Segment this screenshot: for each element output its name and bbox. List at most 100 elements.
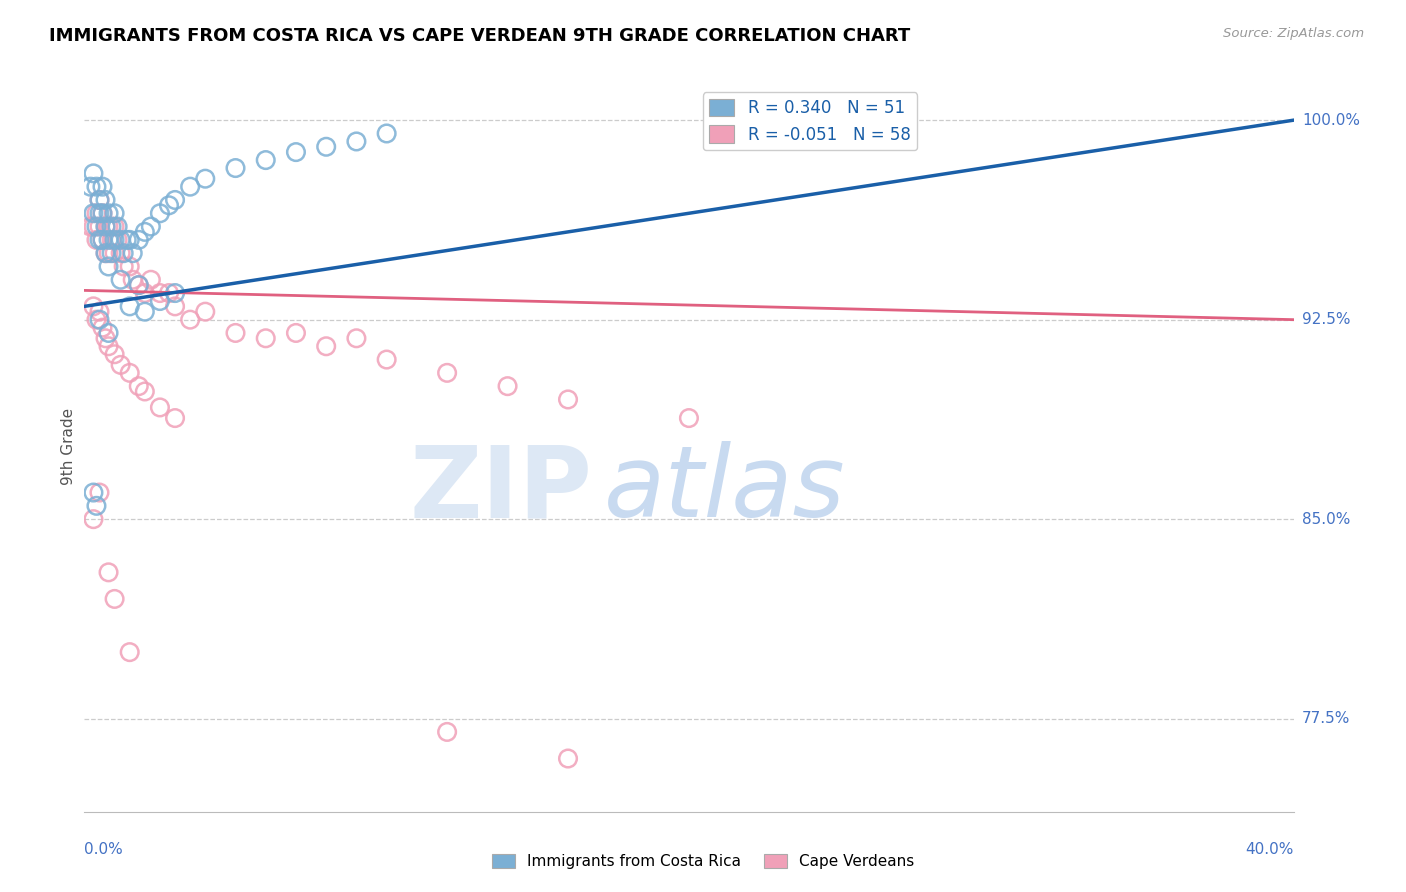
Point — [149, 401, 172, 415]
Legend: Immigrants from Costa Rica, Cape Verdeans: Immigrants from Costa Rica, Cape Verdean… — [485, 848, 921, 875]
Point — [97, 339, 120, 353]
Text: atlas: atlas — [605, 442, 846, 539]
Point — [86, 499, 108, 513]
Point — [134, 286, 156, 301]
Point — [94, 331, 117, 345]
Point — [86, 233, 108, 247]
Point — [86, 206, 108, 220]
Text: 40.0%: 40.0% — [1246, 842, 1294, 857]
Point — [128, 233, 150, 247]
Point — [375, 352, 398, 367]
Point — [557, 751, 579, 765]
Point — [104, 233, 127, 247]
Point — [139, 273, 162, 287]
Point — [346, 331, 368, 345]
Point — [225, 326, 247, 340]
Point — [104, 591, 127, 606]
Point — [436, 725, 458, 739]
Point — [118, 260, 141, 274]
Point — [110, 246, 132, 260]
Point — [97, 260, 120, 274]
Point — [89, 304, 111, 318]
Point — [97, 233, 120, 247]
Point — [112, 260, 135, 274]
Point — [94, 246, 117, 260]
Point — [128, 278, 150, 293]
Point — [285, 145, 308, 160]
Text: 85.0%: 85.0% — [1302, 512, 1350, 526]
Point — [79, 219, 101, 234]
Point — [89, 206, 111, 220]
Point — [82, 219, 104, 234]
Point — [165, 286, 187, 301]
Point — [134, 304, 156, 318]
Point — [496, 379, 519, 393]
Text: IMMIGRANTS FROM COSTA RICA VS CAPE VERDEAN 9TH GRADE CORRELATION CHART: IMMIGRANTS FROM COSTA RICA VS CAPE VERDE… — [49, 27, 911, 45]
Point — [115, 233, 138, 247]
Point — [118, 233, 141, 247]
Point — [128, 278, 150, 293]
Point — [139, 219, 162, 234]
Text: ZIP: ZIP — [409, 442, 592, 539]
Point — [86, 312, 108, 326]
Point — [89, 312, 111, 326]
Point — [104, 347, 127, 361]
Point — [91, 206, 114, 220]
Point — [97, 219, 120, 234]
Point — [104, 206, 127, 220]
Point — [118, 366, 141, 380]
Point — [91, 179, 114, 194]
Point — [346, 135, 368, 149]
Point — [315, 339, 337, 353]
Point — [254, 153, 277, 167]
Point — [225, 161, 247, 175]
Text: 0.0%: 0.0% — [84, 842, 124, 857]
Point — [107, 233, 129, 247]
Point — [107, 219, 129, 234]
Point — [254, 331, 277, 345]
Point — [82, 485, 104, 500]
Point — [91, 233, 114, 247]
Point — [118, 645, 141, 659]
Point — [94, 246, 117, 260]
Point — [100, 219, 122, 234]
Text: Source: ZipAtlas.com: Source: ZipAtlas.com — [1223, 27, 1364, 40]
Point — [165, 299, 187, 313]
Point — [557, 392, 579, 407]
Legend: R = 0.340   N = 51, R = -0.051   N = 58: R = 0.340 N = 51, R = -0.051 N = 58 — [703, 92, 917, 150]
Point — [112, 246, 135, 260]
Point — [94, 193, 117, 207]
Point — [118, 299, 141, 313]
Point — [110, 358, 132, 372]
Point — [678, 411, 700, 425]
Y-axis label: 9th Grade: 9th Grade — [60, 408, 76, 484]
Point — [89, 219, 111, 234]
Text: 100.0%: 100.0% — [1302, 112, 1360, 128]
Point — [89, 485, 111, 500]
Point — [91, 320, 114, 334]
Point — [149, 286, 172, 301]
Point — [97, 246, 120, 260]
Point — [82, 512, 104, 526]
Point — [100, 246, 122, 260]
Point — [134, 225, 156, 239]
Point — [94, 219, 117, 234]
Point — [89, 193, 111, 207]
Point — [121, 246, 143, 260]
Point — [436, 366, 458, 380]
Point — [194, 304, 217, 318]
Point — [179, 179, 201, 194]
Point — [110, 273, 132, 287]
Point — [157, 198, 180, 212]
Point — [134, 384, 156, 399]
Point — [285, 326, 308, 340]
Point — [86, 219, 108, 234]
Point — [110, 233, 132, 247]
Point — [97, 566, 120, 580]
Point — [89, 233, 111, 247]
Point — [165, 193, 187, 207]
Point — [79, 179, 101, 194]
Point — [100, 233, 122, 247]
Point — [104, 219, 127, 234]
Point — [179, 312, 201, 326]
